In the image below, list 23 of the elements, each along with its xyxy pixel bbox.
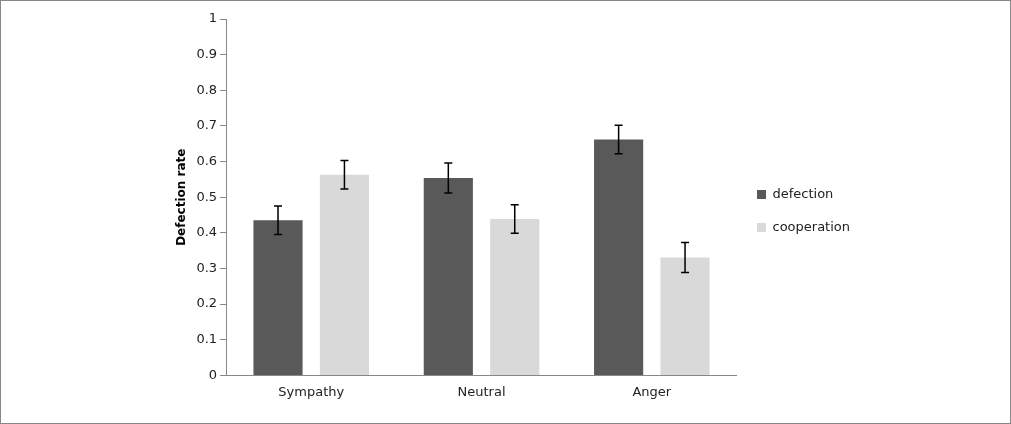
- y-tick-label: 0.5: [196, 188, 218, 204]
- y-tick-label: 1: [208, 10, 218, 26]
- bar: [423, 177, 473, 375]
- y-tick-label: 0.4: [196, 224, 218, 240]
- bar: [319, 174, 370, 375]
- y-tick-label: 0.7: [196, 117, 218, 133]
- bar: [490, 218, 540, 375]
- x-tick-label: Anger: [632, 383, 672, 399]
- y-tick-label: 0.3: [196, 259, 218, 275]
- legend-label: cooperation: [772, 218, 851, 234]
- x-tick-label: Neutral: [457, 383, 506, 399]
- y-tick-label: 0.8: [196, 81, 218, 97]
- bar: [660, 257, 710, 375]
- y-tick-label: 0.2: [196, 295, 218, 311]
- bar: [253, 220, 303, 375]
- y-axis-title: Defection rate: [174, 148, 189, 246]
- y-tick-label: 0.1: [196, 331, 218, 347]
- y-tick-label: 0.9: [196, 46, 218, 62]
- y-tick-label: 0: [208, 366, 218, 382]
- legend-label: defection: [772, 185, 834, 201]
- y-tick-label: 0.6: [196, 152, 218, 168]
- bar: [594, 139, 644, 375]
- x-tick-label: Sympathy: [278, 383, 345, 399]
